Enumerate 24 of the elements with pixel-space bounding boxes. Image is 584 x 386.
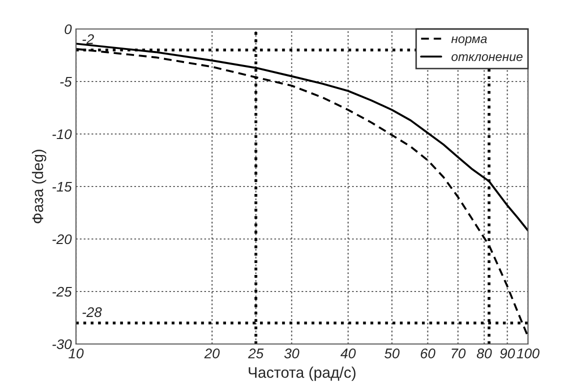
- x-tick-label: 70: [452, 348, 466, 358]
- x-tick-label: 40: [340, 348, 356, 358]
- y-axis-title: Фаза (deg): [32, 150, 46, 224]
- y-tick-label: -15: [52, 182, 72, 192]
- x-tick-label: 60: [420, 348, 436, 358]
- x-tick-label: 50: [384, 348, 400, 358]
- x-tick-label: 20: [204, 348, 220, 358]
- ref-line-label: -2: [82, 34, 94, 44]
- x-tick-label: 30: [284, 348, 300, 358]
- y-tick-label: -30: [52, 339, 72, 350]
- x-tick-label: 25: [248, 348, 264, 358]
- x-tick-label: 80: [476, 348, 492, 358]
- x-tick-label: 90: [500, 348, 515, 358]
- y-tick-label: -5: [60, 76, 72, 87]
- y-tick-label: -10: [52, 129, 72, 140]
- x-tick-label: 10: [68, 348, 84, 358]
- ref-line-label: -28: [82, 307, 102, 318]
- x-axis-title: Частота (рад/с): [248, 366, 356, 381]
- y-tick-label: 0: [64, 24, 72, 34]
- legend-label: норма: [451, 36, 487, 46]
- y-tick-label: -25: [52, 286, 72, 297]
- y-tick-label: -20: [52, 234, 72, 244]
- x-tick-label: 100: [516, 348, 540, 358]
- legend-label: отклонение: [452, 54, 523, 62]
